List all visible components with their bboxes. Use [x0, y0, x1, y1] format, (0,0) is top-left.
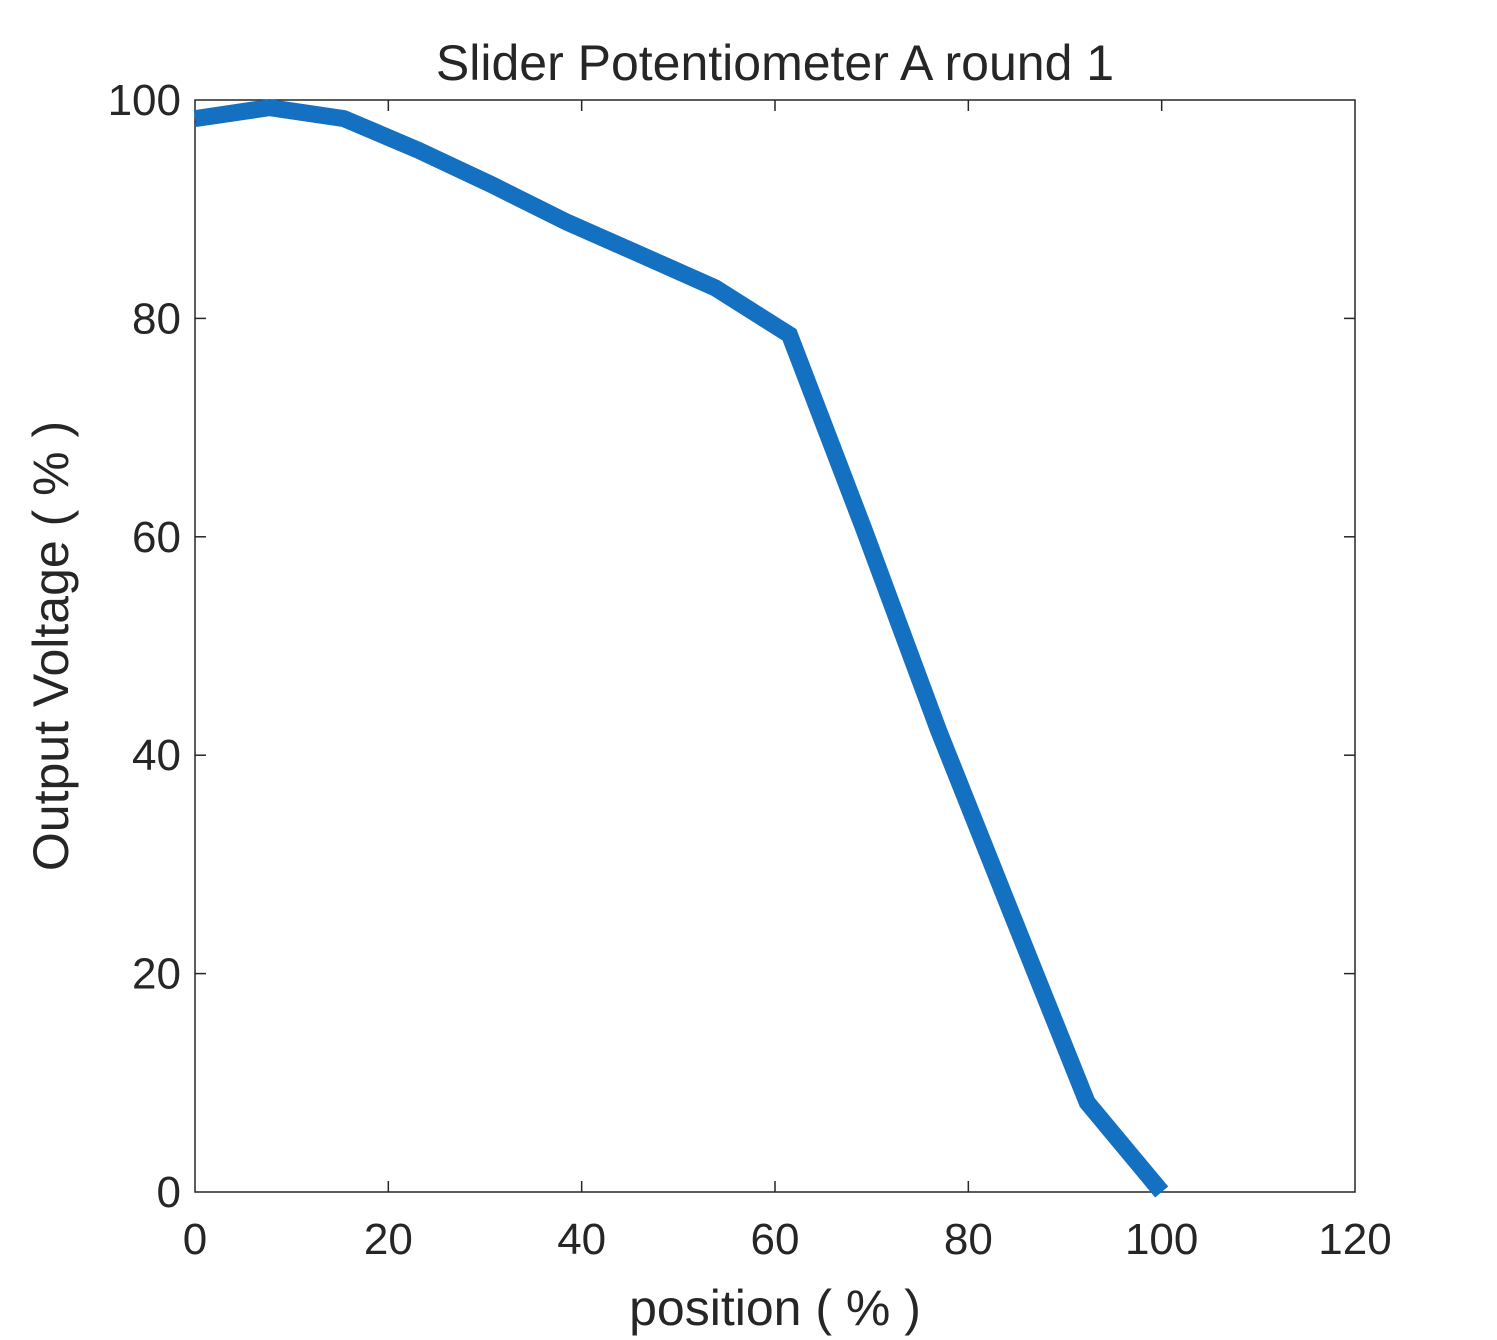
x-tick-label: 100	[1125, 1215, 1198, 1264]
x-tick-label: 60	[751, 1215, 800, 1264]
plot-area-frame	[194, 99, 1356, 1193]
x-tick-label: 40	[557, 1215, 606, 1264]
y-tick-label: 100	[108, 76, 181, 125]
y-tick-label: 80	[132, 294, 181, 343]
y-tick-label: 20	[132, 950, 181, 999]
x-tick-label: 0	[183, 1215, 207, 1264]
x-axis-tick-labels: 0 20 40 60 80 100 120	[183, 1215, 1392, 1264]
y-tick-label: 40	[132, 731, 181, 780]
x-axis-title: position ( % )	[629, 1280, 921, 1336]
y-tick-label: 60	[132, 513, 181, 562]
series-line	[193, 99, 1169, 1198]
y-tick-label: 0	[157, 1168, 181, 1217]
x-tick-label: 120	[1318, 1215, 1391, 1264]
x-tick-label: 20	[364, 1215, 413, 1264]
chart-title: Slider Potentiometer A round 1	[436, 35, 1114, 91]
y-axis-title: Output Voltage ( % )	[23, 421, 79, 871]
axis-ticks	[195, 100, 1355, 1192]
x-tick-label: 80	[944, 1215, 993, 1264]
y-axis-tick-labels: 0 20 40 60 80 100	[108, 76, 181, 1217]
